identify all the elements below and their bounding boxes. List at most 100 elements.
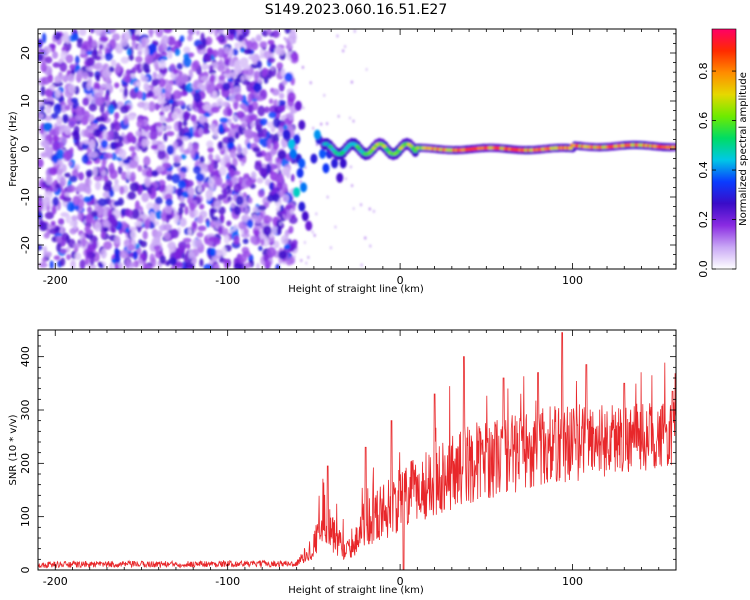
noise-blob: [125, 258, 131, 269]
noise-blob: [238, 176, 243, 185]
noise-blob: [180, 166, 188, 174]
noise-blob: [206, 140, 214, 148]
noise-blob: [305, 261, 308, 265]
noise-blob: [173, 161, 181, 168]
noise-blob: [103, 175, 109, 182]
noise-blob: [159, 110, 165, 117]
noise-blob: [227, 136, 235, 144]
noise-blob: [263, 254, 269, 263]
noise-blob: [100, 83, 111, 89]
colorbar-scale: [711, 28, 737, 270]
noise-blob: [82, 81, 88, 89]
noise-blob: [200, 75, 209, 82]
noise-blob: [174, 48, 181, 57]
noise-blob: [84, 225, 91, 233]
noise-blob: [174, 248, 182, 260]
carrier-core: [408, 144, 414, 148]
noise-blob: [119, 249, 129, 259]
noise-blob: [105, 76, 112, 84]
y-tick-label: 100: [19, 506, 32, 527]
noise-blob: [360, 263, 363, 267]
noise-blob: [205, 190, 212, 201]
noise-blob: [197, 44, 205, 51]
noise-blob: [253, 229, 260, 237]
noise-blob: [276, 161, 281, 171]
noise-blob: [85, 187, 92, 195]
noise-blob: [207, 47, 213, 55]
noise-blob: [344, 177, 348, 181]
noise-blob: [172, 89, 182, 100]
x-tick-label: 100: [562, 274, 583, 287]
noise-blob: [127, 191, 137, 200]
noise-blob: [157, 44, 165, 54]
noise-blob: [151, 237, 159, 247]
spectrogram-x-label: Height of straight line (km): [288, 284, 424, 295]
noise-blob: [140, 240, 148, 248]
onset-blob: [298, 158, 306, 169]
noise-blob: [236, 110, 245, 119]
noise-blob: [167, 50, 173, 60]
carrier-core: [568, 146, 573, 150]
noise-blob: [255, 262, 260, 269]
noise-blob: [209, 65, 214, 72]
noise-blob: [70, 97, 79, 103]
noise-blob: [311, 126, 315, 130]
noise-blob: [111, 152, 117, 161]
noise-blob: [107, 104, 115, 115]
colorbar-tick-label: 0.4: [697, 161, 710, 179]
noise-blob: [199, 258, 204, 267]
noise-blob: [93, 82, 101, 91]
noise-blob: [38, 158, 44, 168]
noise-blob: [336, 34, 339, 38]
noise-blob: [212, 49, 219, 58]
noise-blob: [213, 263, 220, 269]
noise-blob: [153, 60, 159, 68]
noise-blob: [164, 125, 172, 131]
noise-blob: [180, 153, 187, 160]
noise-blob: [80, 49, 86, 55]
noise-blob: [138, 101, 143, 109]
noise-blob: [182, 237, 192, 243]
noise-blob: [182, 110, 190, 121]
noise-blob: [120, 56, 130, 64]
noise-blob: [283, 36, 287, 41]
noise-blob: [266, 29, 272, 36]
noise-blob: [85, 213, 94, 224]
noise-blob: [188, 69, 194, 79]
noise-blob: [369, 244, 372, 248]
noise-blob: [278, 199, 281, 203]
noise-blob: [99, 36, 109, 43]
noise-blob: [52, 51, 59, 59]
noise-blob: [68, 161, 73, 167]
noise-blob: [59, 248, 68, 254]
noise-blob: [124, 208, 134, 217]
noise-blob: [190, 149, 196, 159]
noise-blob: [70, 258, 77, 269]
noise-blob: [60, 257, 66, 267]
noise-blob: [82, 196, 92, 203]
noise-blob: [72, 129, 79, 141]
noise-blob: [119, 87, 125, 93]
noise-blob: [183, 52, 190, 61]
noise-blob: [88, 139, 96, 150]
noise-blob: [52, 196, 59, 207]
noise-blob: [125, 227, 130, 234]
noise-blob: [229, 150, 237, 159]
noise-blob: [144, 219, 150, 230]
noise-blob: [55, 183, 61, 189]
noise-blob: [197, 225, 207, 232]
noise-blob: [38, 219, 45, 229]
figure-title: S149.2023.060.16.51.E27: [265, 2, 448, 18]
noise-blob: [66, 201, 76, 212]
noise-blob: [137, 50, 143, 56]
noise-blob: [186, 242, 191, 250]
noise-blob: [234, 42, 240, 50]
noise-blob: [94, 181, 101, 191]
noise-blob: [223, 234, 230, 245]
noise-blob: [195, 238, 203, 248]
noise-blob: [196, 231, 204, 238]
noise-blob: [193, 165, 202, 175]
noise-blob: [253, 82, 261, 93]
noise-blob: [102, 191, 110, 199]
